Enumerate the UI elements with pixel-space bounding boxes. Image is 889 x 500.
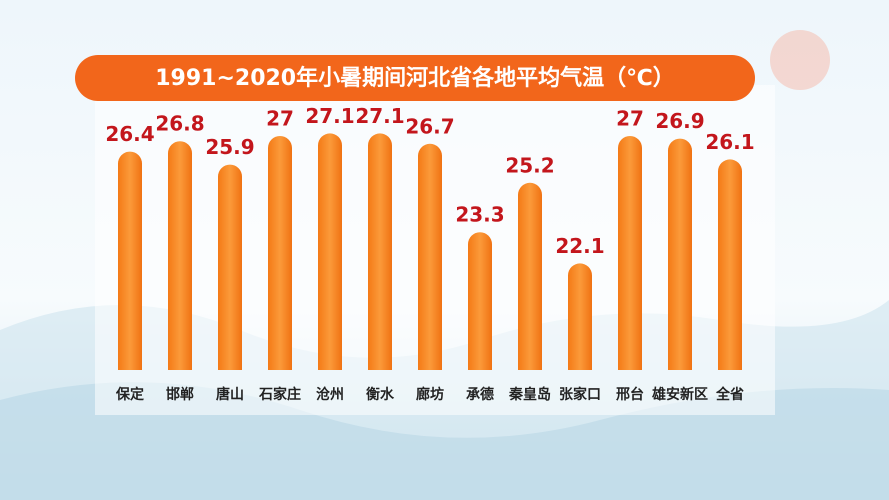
- value-label: 22.1: [555, 234, 604, 258]
- bar: [568, 263, 592, 370]
- value-label: 26.8: [155, 112, 204, 136]
- x-tick-label: 邢台: [615, 386, 644, 403]
- value-label: 27: [266, 107, 294, 131]
- bar: [218, 164, 242, 370]
- value-label: 26.9: [655, 109, 704, 133]
- bar: [718, 159, 742, 370]
- bar: [668, 138, 692, 370]
- bar: [418, 143, 443, 370]
- bar: [168, 141, 192, 370]
- value-label: 27.1: [355, 104, 404, 128]
- value-label: 27.1: [305, 104, 354, 128]
- value-label: 26.4: [105, 122, 154, 146]
- value-label: 27: [616, 107, 644, 131]
- bar: [518, 182, 542, 370]
- x-tick-label: 张家口: [559, 386, 601, 403]
- x-tick-label: 保定: [115, 386, 144, 403]
- value-label: 25.9: [205, 135, 254, 159]
- x-tick-label: 邯郸: [166, 386, 194, 403]
- bar: [618, 136, 642, 370]
- x-tick-label: 秦皇岛: [508, 386, 551, 403]
- value-label: 23.3: [455, 203, 504, 227]
- bar: [318, 133, 342, 370]
- x-tick-label: 廊坊: [416, 386, 444, 403]
- title-banner: [75, 55, 755, 101]
- x-tick-label: 承德: [466, 386, 494, 403]
- value-label: 26.7: [405, 114, 454, 138]
- bar: [468, 232, 492, 370]
- bar: [368, 133, 392, 370]
- bar: [268, 136, 292, 370]
- x-tick-label: 唐山: [216, 386, 244, 403]
- chart-title: 1991~2020年小暑期间河北省各地平均气温（℃）: [155, 65, 675, 91]
- value-label: 26.1: [705, 130, 754, 154]
- plot: 26.4 保定 26.8 邯郸 25.9 唐山 27 石家庄 27.1 沧州 27.1 衡水 26.7 廊…: [105, 104, 754, 403]
- x-tick-label: 全省: [715, 386, 744, 403]
- x-tick-label: 雄安新区: [651, 386, 708, 403]
- value-label: 25.2: [505, 153, 554, 177]
- x-tick-label: 沧州: [316, 386, 344, 403]
- sun: [770, 30, 830, 90]
- x-tick-label: 石家庄: [258, 386, 301, 403]
- bar: [118, 151, 142, 370]
- x-tick-label: 衡水: [366, 386, 395, 403]
